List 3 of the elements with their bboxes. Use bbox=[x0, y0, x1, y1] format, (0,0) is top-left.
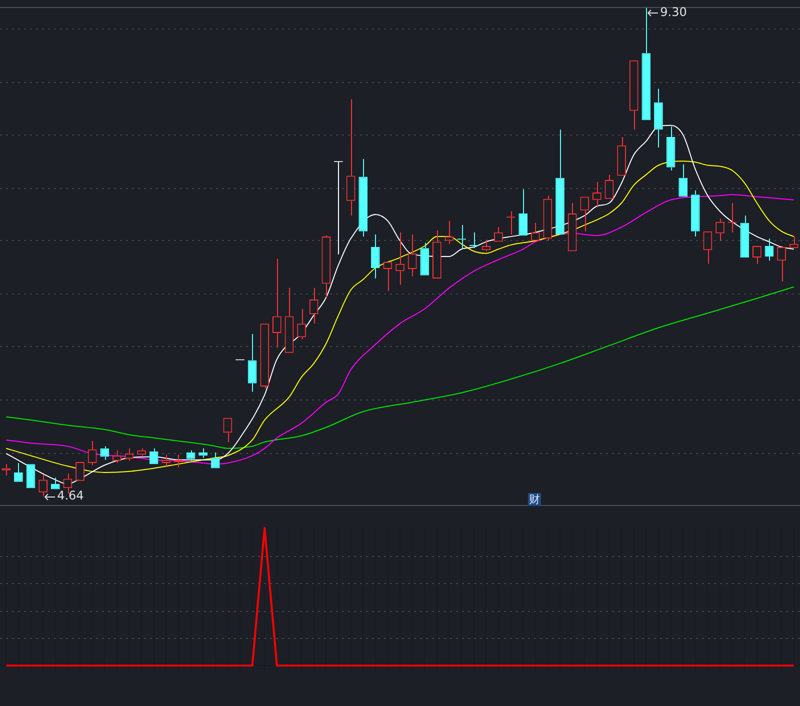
annotation: 财 bbox=[528, 493, 541, 506]
annotation: 4.64 bbox=[57, 488, 84, 503]
annotation: 9.30 bbox=[660, 5, 687, 20]
